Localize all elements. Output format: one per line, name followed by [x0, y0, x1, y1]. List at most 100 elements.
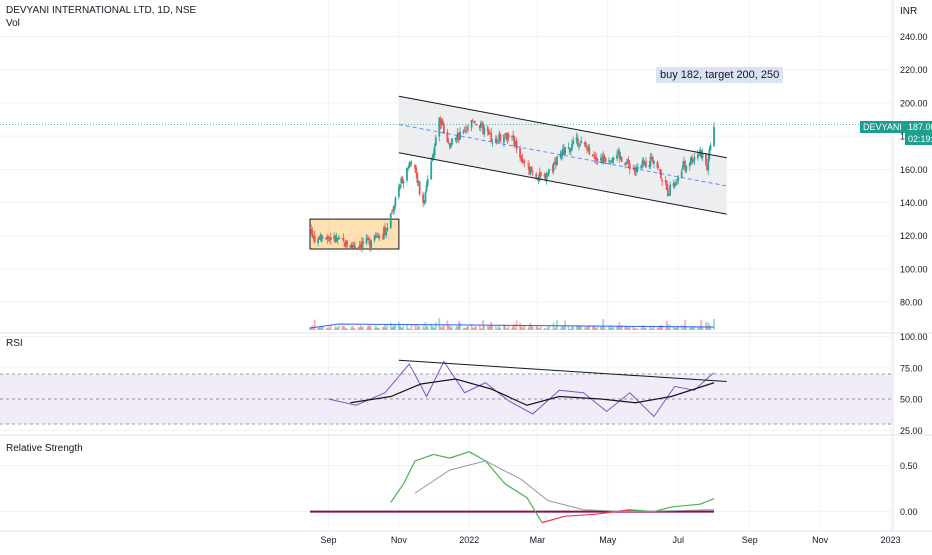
candle-body [673, 183, 676, 187]
volume-bar [319, 327, 322, 330]
price-tag-countdown: 02:19:23 [905, 133, 932, 145]
candle-body [535, 173, 538, 178]
volume-bar [522, 328, 525, 330]
chart-title: DEVYANI INTERNATIONAL LTD, 1D, NSE [6, 5, 197, 16]
volume-bar [683, 325, 685, 330]
candle-body [578, 146, 580, 148]
candle-body [536, 179, 539, 181]
candle-body [488, 129, 490, 135]
y-tick-label: 80.00 [900, 298, 923, 308]
candle-body [666, 188, 669, 197]
candle-body [642, 159, 645, 165]
volume-bar [609, 327, 612, 330]
candle-body [490, 132, 493, 142]
volume-bar [676, 326, 678, 330]
volume-bar [579, 325, 582, 330]
volume-bar [523, 326, 526, 330]
candle-body [567, 147, 570, 149]
volume-bar [507, 325, 510, 330]
candle-body [359, 244, 362, 248]
candle-body [603, 155, 606, 160]
candle-body [410, 162, 413, 164]
candle-body [593, 155, 595, 157]
volume-bar [402, 325, 405, 330]
candle-body [448, 143, 451, 146]
volume-bar [537, 327, 540, 330]
volume-bar [434, 322, 437, 330]
volume-bar [535, 326, 538, 330]
candle-body [373, 234, 376, 241]
volume-bar [341, 326, 344, 330]
volume-bar [690, 328, 692, 330]
volume-bar [708, 325, 711, 330]
candle-body [432, 153, 435, 158]
volume-bar [359, 325, 362, 330]
candle-body [354, 246, 356, 249]
candle-body [698, 153, 700, 155]
volume-bar [511, 327, 513, 330]
volume-bar [640, 327, 643, 330]
volume-bar [370, 327, 373, 330]
candle-body [677, 176, 680, 181]
volume-bar [366, 325, 369, 330]
candle-body [439, 118, 442, 125]
candle-body [527, 164, 530, 165]
volume-bar [479, 328, 482, 330]
volume-bar [410, 325, 413, 330]
candle-body [611, 158, 614, 163]
rs-line-segment [414, 453, 434, 462]
candle-body [644, 161, 647, 168]
volume-bar [320, 327, 323, 330]
candle-body [609, 161, 612, 162]
candle-body [594, 156, 597, 159]
candle-body [341, 238, 344, 239]
volume-bar [575, 325, 578, 330]
volume-bar [312, 328, 315, 330]
volume-bar [350, 327, 353, 330]
candle-body [313, 235, 316, 243]
candle-body [462, 130, 465, 133]
rs-line-segment [449, 451, 470, 459]
candle-body [349, 245, 352, 248]
candle-body [344, 240, 347, 246]
volume-bar [377, 328, 380, 330]
volume-bar [496, 328, 498, 330]
volume-bar [415, 328, 418, 330]
candle-body [479, 122, 482, 129]
volume-bar [467, 326, 470, 330]
volume-bar [698, 328, 700, 330]
volume-bar [681, 328, 684, 330]
x-tick-label: 2023 [881, 535, 901, 545]
volume-bar [610, 325, 613, 330]
line-layer [0, 95, 893, 524]
volume-bar [317, 327, 319, 330]
volume-bar [627, 327, 630, 330]
candle-body [336, 237, 339, 240]
volume-bar [426, 326, 429, 330]
volume-bar [626, 327, 629, 330]
volume-bar [591, 326, 594, 330]
candle-body [586, 148, 588, 150]
currency-label: INR [900, 6, 918, 17]
axis-layer [0, 0, 932, 532]
candle-body [409, 161, 412, 164]
volume-bar [564, 320, 566, 330]
candle-body [335, 237, 338, 243]
candle-body [391, 210, 393, 212]
volume-bar [568, 328, 571, 330]
candle-body [690, 157, 692, 164]
volume-bar [539, 326, 542, 330]
volume-bar [713, 318, 715, 330]
volume-bar [567, 325, 570, 330]
candle-body [651, 157, 654, 162]
volume-bar [599, 326, 602, 330]
volume-bar [551, 328, 554, 330]
volume-bar [699, 325, 702, 330]
candle-body [385, 231, 388, 236]
volume-bar [656, 327, 659, 330]
candle-body [649, 156, 652, 166]
rs-line-segment [468, 451, 486, 462]
volume-bar [335, 327, 338, 330]
